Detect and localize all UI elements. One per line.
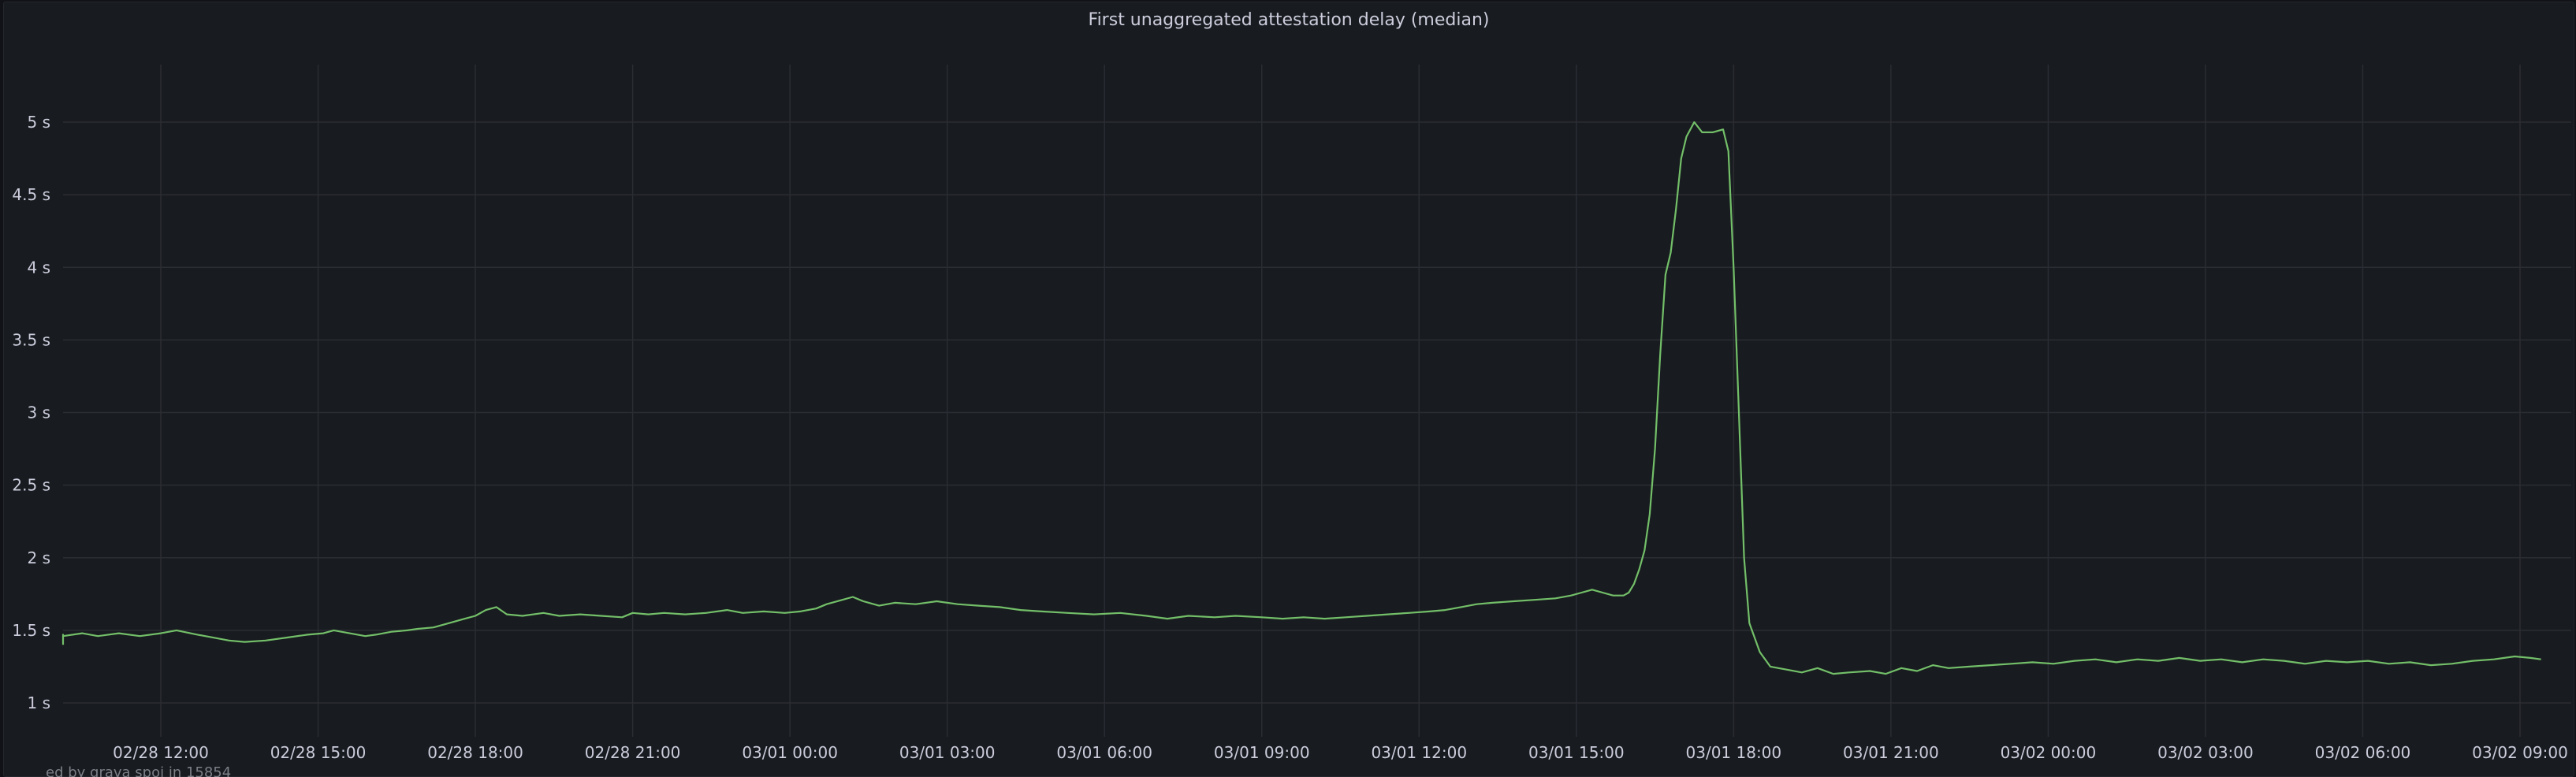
panel-footer: ed by grava spoi in 15854 bbox=[46, 764, 232, 777]
y-tick-label: 2 s bbox=[27, 548, 50, 567]
x-tick-label: 03/01 12:00 bbox=[1371, 743, 1467, 762]
x-tick-label: 02/28 18:00 bbox=[427, 743, 523, 762]
x-tick-label: 03/01 21:00 bbox=[1843, 743, 1939, 762]
x-tick-label: 03/02 09:00 bbox=[2472, 743, 2568, 762]
x-tick-label: 03/01 09:00 bbox=[1214, 743, 1310, 762]
x-tick-label: 03/01 18:00 bbox=[1686, 743, 1782, 762]
series-line[interactable] bbox=[61, 121, 2541, 675]
x-tick-label: 02/28 12:00 bbox=[113, 743, 209, 762]
x-tick-label: 03/01 00:00 bbox=[742, 743, 838, 762]
x-tick-label: 03/01 06:00 bbox=[1056, 743, 1152, 762]
y-axis: 1 s 1.5 s 2 s 2.5 s 3 s 3.5 s 4 s 4.5 s 5 s bbox=[12, 113, 50, 712]
y-tick-label: 4.5 s bbox=[12, 185, 50, 204]
grid-layer bbox=[63, 65, 2571, 737]
x-tick-label: 03/02 03:00 bbox=[2157, 743, 2254, 762]
y-tick-label: 3.5 s bbox=[12, 330, 50, 349]
y-tick-label: 3 s bbox=[27, 403, 50, 422]
x-tick-label: 02/28 21:00 bbox=[585, 743, 681, 762]
x-tick-label: 03/02 00:00 bbox=[2001, 743, 2097, 762]
x-axis: 02/28 12:00 02/28 15:00 02/28 18:00 02/28 2… bbox=[113, 743, 2568, 762]
y-tick-label: 5 s bbox=[27, 113, 50, 132]
series-layer bbox=[61, 121, 2541, 675]
chart-panel: First unaggregated attestation delay (me… bbox=[3, 2, 2574, 777]
x-tick-label: 03/01 15:00 bbox=[1528, 743, 1625, 762]
panel-title: First unaggregated attestation delay (me… bbox=[1088, 10, 1490, 30]
y-tick-label: 2.5 s bbox=[12, 476, 50, 495]
x-tick-label: 02/28 15:00 bbox=[270, 743, 367, 762]
x-tick-label: 03/01 03:00 bbox=[899, 743, 996, 762]
x-tick-label: 03/02 06:00 bbox=[2315, 743, 2411, 762]
y-tick-label: 1.5 s bbox=[12, 621, 50, 640]
y-tick-label: 1 s bbox=[27, 693, 50, 712]
y-tick-label: 4 s bbox=[27, 258, 50, 277]
